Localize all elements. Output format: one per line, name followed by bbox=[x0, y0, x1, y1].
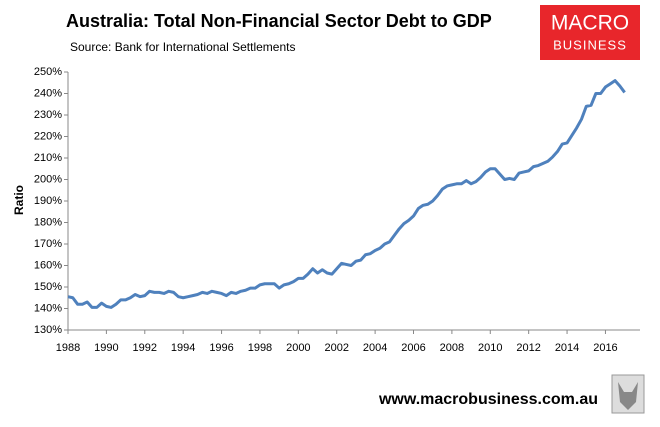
y-tick-label: 240% bbox=[34, 87, 62, 99]
x-tick-label: 1990 bbox=[94, 342, 118, 354]
logo-text: BUSINESS bbox=[553, 37, 627, 52]
x-tick-label: 2002 bbox=[324, 342, 348, 354]
y-tick-label: 210% bbox=[34, 152, 62, 164]
y-tick-label: 150% bbox=[34, 281, 62, 293]
x-tick-label: 2014 bbox=[555, 342, 579, 354]
x-tick-label: 2008 bbox=[440, 342, 464, 354]
x-tick-label: 2012 bbox=[516, 342, 540, 354]
y-tick-label: 180% bbox=[34, 216, 62, 228]
footer-url: www.macrobusiness.com.au bbox=[378, 391, 598, 408]
logo-text: MACRO bbox=[551, 12, 629, 35]
y-tick-label: 160% bbox=[34, 259, 62, 271]
x-tick-label: 1996 bbox=[209, 342, 233, 354]
x-tick-label: 1994 bbox=[171, 342, 195, 354]
chart-title: Australia: Total Non-Financial Sector De… bbox=[66, 11, 492, 31]
y-tick-label: 250% bbox=[34, 66, 62, 78]
x-tick-label: 2004 bbox=[363, 342, 387, 354]
x-tick-label: 1988 bbox=[56, 342, 80, 354]
y-tick-label: 140% bbox=[34, 302, 62, 314]
x-tick-label: 1992 bbox=[133, 342, 157, 354]
logo-box bbox=[540, 5, 640, 60]
x-tick-label: 2000 bbox=[286, 342, 310, 354]
y-tick-label: 170% bbox=[34, 238, 62, 250]
x-tick-label: 2006 bbox=[401, 342, 425, 354]
wolf-icon bbox=[618, 382, 638, 410]
x-tick-label: 1998 bbox=[248, 342, 272, 354]
y-tick-label: 220% bbox=[34, 130, 62, 142]
x-tick-label: 2010 bbox=[478, 342, 502, 354]
y-axis-label: Ratio bbox=[12, 185, 26, 215]
data-line bbox=[67, 79, 626, 309]
x-tick-label: 2016 bbox=[593, 342, 617, 354]
chart-subtitle: Source: Bank for International Settlemen… bbox=[70, 40, 295, 54]
y-tick-label: 130% bbox=[34, 324, 62, 336]
y-tick-label: 200% bbox=[34, 173, 62, 185]
y-tick-label: 190% bbox=[34, 195, 62, 207]
y-tick-label: 230% bbox=[34, 109, 62, 121]
